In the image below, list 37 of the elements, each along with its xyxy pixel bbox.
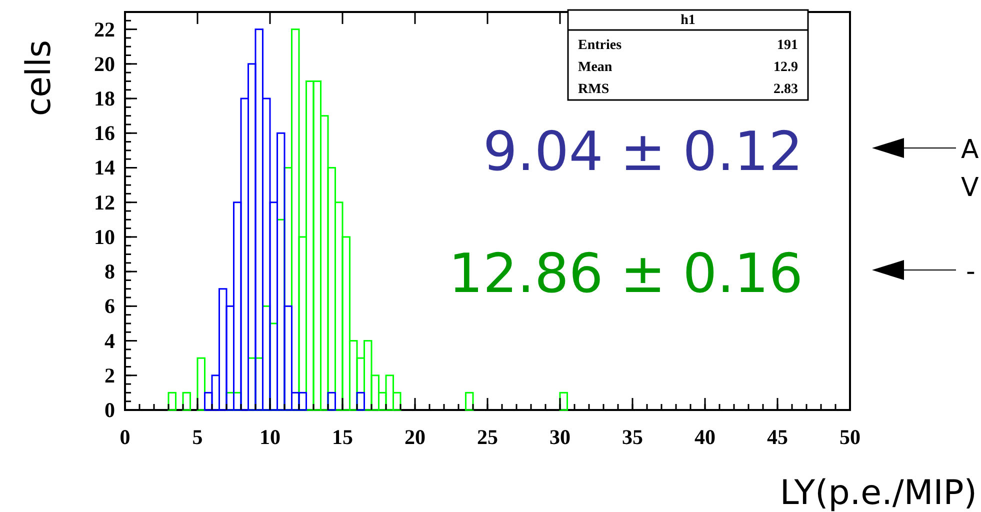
text: - <box>966 257 976 287</box>
y-tick-label: 20 <box>94 52 115 76</box>
x-tick-label: 45 <box>767 425 788 449</box>
x-tick-label: 10 <box>260 425 280 449</box>
x-tick-label: 40 <box>694 425 716 449</box>
x-tick-label: 5 <box>192 425 203 449</box>
y-tick-label: 0 <box>104 398 115 422</box>
text: A <box>961 135 979 165</box>
annotation: RMS <box>578 82 610 97</box>
x-tick-label: 30 <box>550 425 570 449</box>
text: V <box>961 173 979 203</box>
y-tick-label: 14 <box>94 156 116 180</box>
annotation: Mean <box>578 60 612 75</box>
y-tick-label: 12 <box>94 190 115 214</box>
x-tick-label: 0 <box>120 425 130 449</box>
x-axis-title: LY(p.e./MIP) <box>780 473 977 512</box>
y-tick-label: 10 <box>94 224 115 249</box>
x-tick-label: 25 <box>477 425 498 449</box>
y-tick-label: 8 <box>104 260 115 284</box>
annotation: 12.9 <box>774 60 798 75</box>
annotation: 2.83 <box>774 82 798 97</box>
x-tick-label: 15 <box>332 425 353 449</box>
x-tick-label: 35 <box>622 425 643 449</box>
y-axis-title: cells <box>19 40 59 116</box>
y-tick-label: 2 <box>104 363 115 388</box>
annotation: Entries <box>578 38 622 53</box>
annotation: h1 <box>680 13 696 28</box>
annotation: 191 <box>777 38 798 53</box>
y-tick-label: 16 <box>94 121 115 146</box>
annotation: 9.04 ± 0.12 <box>482 120 803 183</box>
y-tick-label: 6 <box>104 294 115 318</box>
x-tick-label: 20 <box>404 425 426 449</box>
x-tick-label: 50 <box>840 425 860 449</box>
y-tick-label: 4 <box>104 328 116 353</box>
annotation: 12.86 ± 0.16 <box>448 242 803 305</box>
y-tick-label: 18 <box>94 86 115 111</box>
y-tick-label: 22 <box>94 17 115 42</box>
